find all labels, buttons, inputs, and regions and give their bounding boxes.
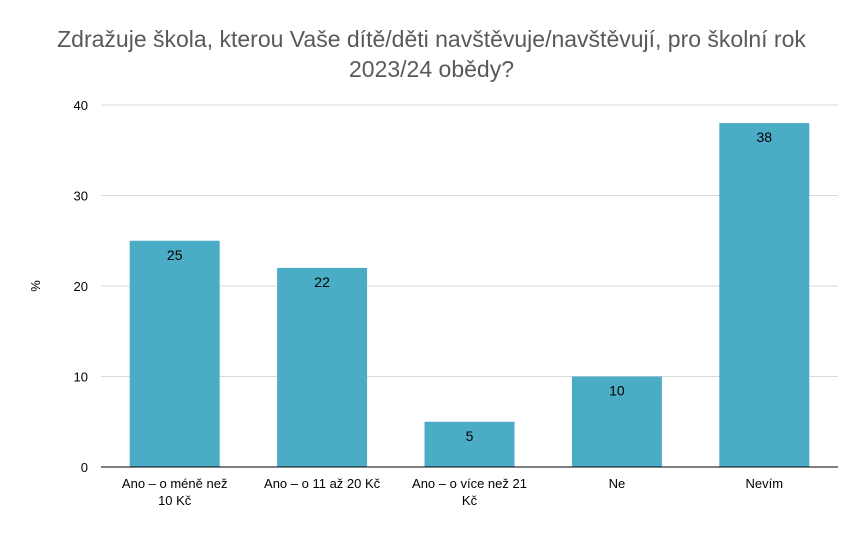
data-label: 22 xyxy=(314,274,330,290)
y-axis-label: % xyxy=(28,280,43,292)
bar xyxy=(277,267,368,467)
chart-title-line-1: Zdražuje škola, kterou Vaše dítě/děti na… xyxy=(57,26,806,52)
bar xyxy=(129,240,220,467)
category-label: Ano – o méně než 10 Kč xyxy=(122,476,228,508)
data-label: 38 xyxy=(757,129,773,145)
chart-title: Zdražuje škola, kterou Vaše dítě/děti na… xyxy=(0,24,863,84)
y-tick-label: 30 xyxy=(74,189,88,204)
category-label-line: Kč xyxy=(462,493,478,508)
data-label: 10 xyxy=(609,383,625,399)
chart-title-line-2: 2023/24 obědy? xyxy=(349,56,514,82)
category-label: Ne xyxy=(609,476,626,491)
category-label-line: Ano – o 11 až 20 Kč xyxy=(264,476,381,491)
y-tick-label: 0 xyxy=(81,460,88,475)
y-tick-label: 10 xyxy=(74,370,88,385)
y-tick-label: 40 xyxy=(74,98,88,113)
data-label: 25 xyxy=(167,247,183,263)
category-label-line: 10 Kč xyxy=(158,493,192,508)
bar xyxy=(719,123,810,467)
y-tick-label: 20 xyxy=(74,279,88,294)
category-label-line: Ano – o více než 21 xyxy=(412,476,527,491)
category-label-line: Ano – o méně než xyxy=(122,476,228,491)
category-label-line: Ne xyxy=(609,476,626,491)
category-label-line: Nevím xyxy=(746,476,784,491)
data-label: 5 xyxy=(466,428,474,444)
category-label: Nevím xyxy=(746,476,784,491)
category-label: Ano – o 11 až 20 Kč xyxy=(264,476,381,491)
bar xyxy=(571,376,662,467)
category-label: Ano – o více než 21 Kč xyxy=(412,476,527,508)
bar xyxy=(424,421,515,467)
